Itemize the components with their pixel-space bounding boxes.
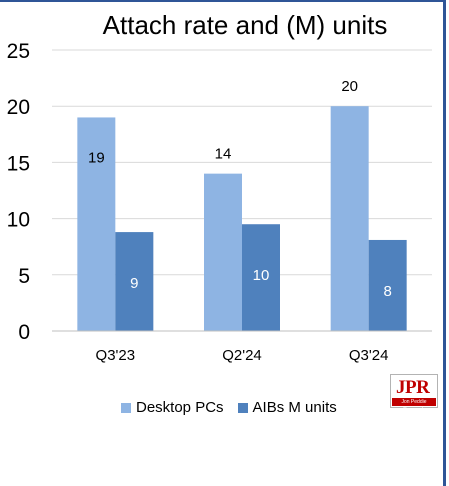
chart-legend: Desktop PCs AIBs M units	[121, 399, 351, 416]
y-tick-label-5: 5	[18, 265, 30, 288]
jpr-logo: JPR Jon Peddie Research	[390, 374, 438, 413]
y-tick-label-25: 25	[7, 40, 30, 63]
x-tick-label-1: Q2'24	[222, 347, 262, 364]
y-tick-label-20: 20	[7, 96, 30, 119]
logo-subtext: Jon Peddie Research	[392, 398, 436, 413]
legend-label-desktop-pcs: Desktop PCs	[136, 399, 224, 416]
bar-desktop-pcs-1	[204, 173, 242, 331]
data-label-aibs-0: 9	[130, 275, 138, 292]
data-label-desktop-pcs-0: 19	[88, 149, 105, 166]
bar-aibs-2	[368, 239, 407, 331]
bar-desktop-pcs-2	[330, 106, 369, 331]
legend-swatch-aibs	[237, 402, 248, 413]
logo-text: JPR	[396, 377, 430, 398]
bar-aibs-1	[242, 224, 280, 331]
data-label-desktop-pcs-2: 20	[341, 78, 358, 95]
legend-swatch-desktop-pcs	[121, 402, 131, 413]
legend-item-desktop-pcs: Desktop PCs	[121, 399, 224, 416]
y-tick-label-10: 10	[7, 209, 30, 232]
data-label-desktop-pcs-1: 14	[215, 146, 232, 163]
data-label-aibs-1: 10	[253, 267, 270, 284]
legend-item-aibs: AIBs M units	[237, 399, 337, 416]
y-tick-label-15: 15	[7, 152, 30, 175]
x-tick-label-2: Q3'24	[349, 347, 389, 364]
bar-aibs-0	[115, 232, 154, 331]
y-tick-label-0: 0	[18, 321, 30, 344]
chart-title: Attach rate and (M) units	[102, 10, 388, 40]
data-label-aibs-2: 8	[383, 283, 391, 300]
legend-label-aibs: AIBs M units	[252, 399, 337, 416]
bar-desktop-pcs-0	[77, 117, 116, 331]
x-tick-label-0: Q3'23	[96, 347, 136, 364]
